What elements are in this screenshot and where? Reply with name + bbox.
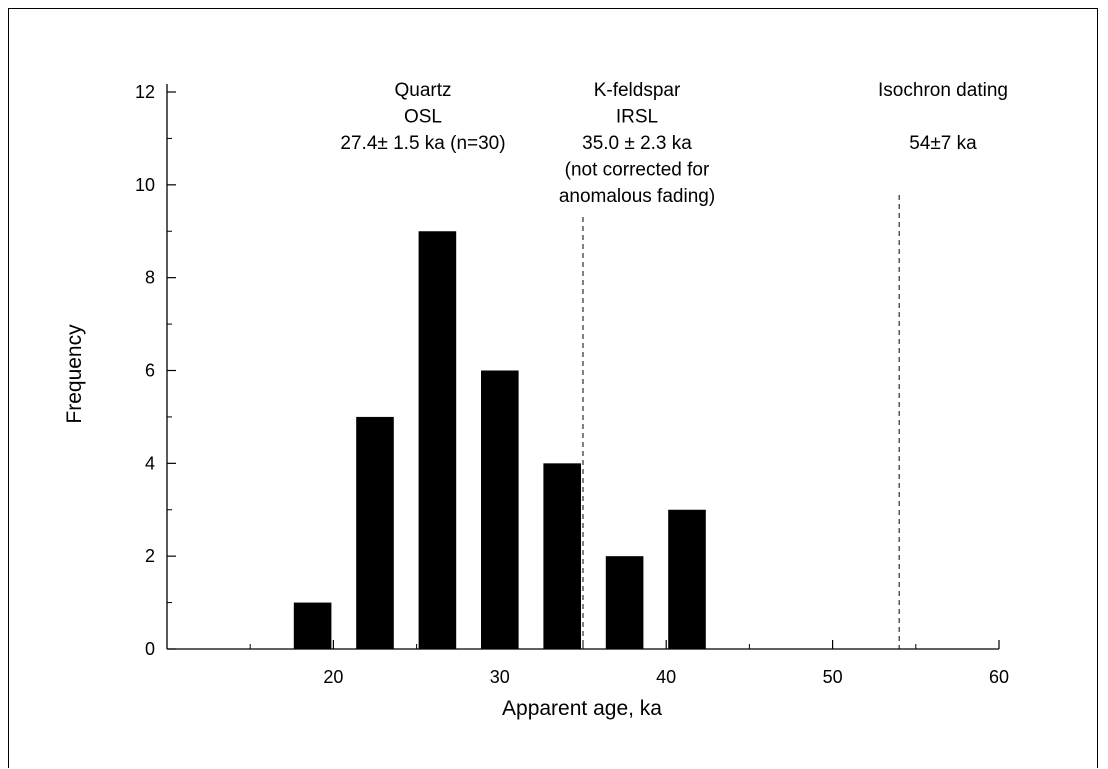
annotation-line: (not corrected for [565,160,710,181]
x-tick-label: 60 [989,667,1009,687]
y-tick-label: 4 [145,453,155,473]
histogram-bar [418,231,457,649]
x-tick-label: 30 [490,667,510,687]
annotation-line: OSL [404,107,442,128]
annotation-line: 35.0 ± 2.3 ka [582,133,692,154]
histogram-bar [543,463,581,649]
histogram-bar [293,602,332,649]
annotation-line: Quartz [394,80,451,101]
y-tick-label: 10 [135,175,155,195]
x-axis: 20 30 40 50 60 [167,640,1009,687]
annotation-line: 27.4± 1.5 ka (n=30) [340,133,505,154]
y-tick-label: 0 [145,639,155,659]
histogram-bar [668,509,706,649]
y-axis-title: Frequency [63,324,86,424]
histogram-bar [605,556,644,649]
annotation-line: Isochron dating [878,80,1008,101]
bar-series [293,231,706,649]
x-tick-label: 40 [656,667,676,687]
y-axis: 0 2 4 6 8 10 12 [135,82,176,659]
y-tick-label: 8 [145,268,155,288]
x-tick-label: 20 [323,667,343,687]
annotation-line: IRSL [616,107,658,128]
x-axis-title: Apparent age, ka [502,697,662,720]
y-tick-label: 2 [145,546,155,566]
histogram-bar [356,416,394,649]
figure-frame: 0 2 4 6 8 10 12 20 30 40 50 60 Quartz OSL 27.4± 1.5 … [8,8,1098,768]
annotation-line: K-feldspar [594,80,681,101]
histogram-chart: 0 2 4 6 8 10 12 20 30 40 50 60 Quartz OSL 27.4± 1.5 … [63,80,1009,720]
annotations: Quartz OSL 27.4± 1.5 ka (n=30) K-feldspar IR… [340,80,1008,207]
y-tick-label: 6 [145,361,155,381]
y-tick-label: 12 [135,82,155,102]
annotation-line: anomalous fading) [559,186,715,207]
histogram-bar [481,370,519,649]
annotation-line: 54±7 ka [909,133,977,154]
x-tick-label: 50 [823,667,843,687]
reference-lines [582,195,900,649]
